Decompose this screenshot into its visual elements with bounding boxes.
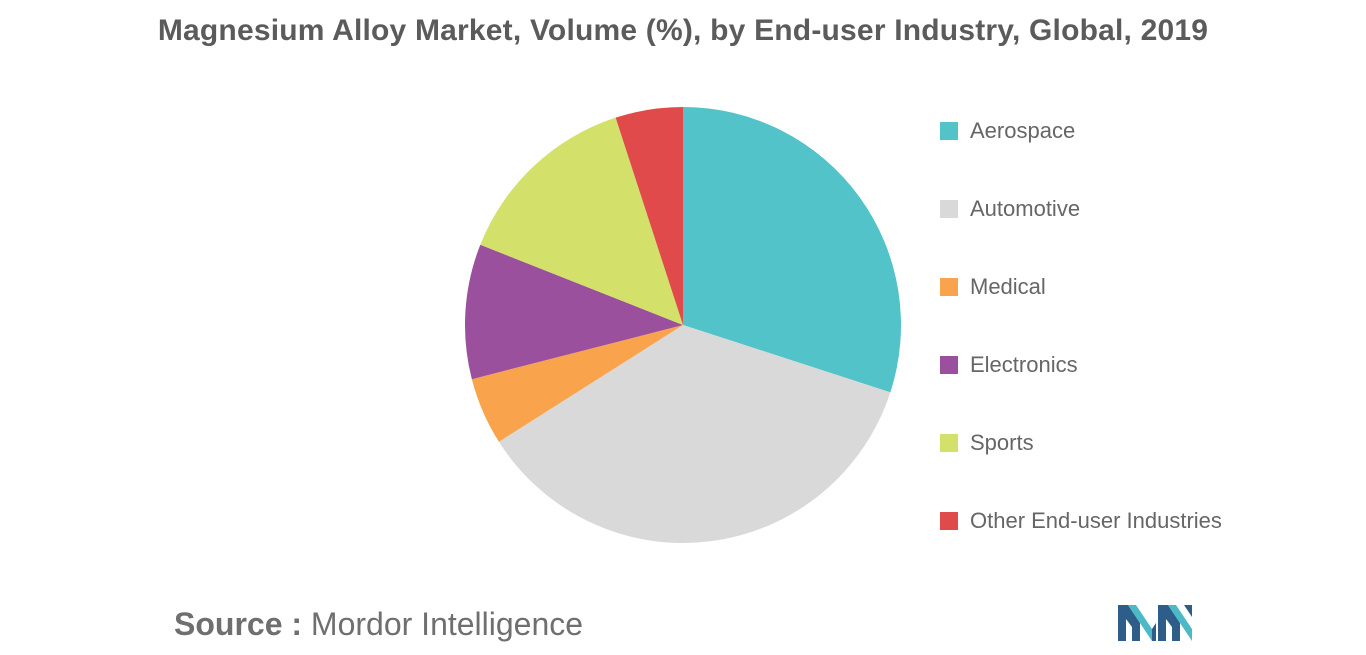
- legend-item-aerospace: Aerospace: [940, 118, 1222, 196]
- legend-item-automotive: Automotive: [940, 196, 1222, 274]
- legend-swatch-medical: [940, 278, 958, 296]
- mordor-intelligence-logo: [1118, 605, 1192, 641]
- pie-slices: [464, 107, 902, 543]
- legend-label-medical: Medical: [970, 274, 1046, 299]
- pie-slice-medical: [471, 325, 683, 442]
- pie-slice-automotive: [498, 325, 891, 543]
- legend-item-electronics: Electronics: [940, 352, 1222, 430]
- pie-slice-other-end-user-industries: [615, 107, 683, 325]
- legend-item-sports: Sports: [940, 430, 1222, 508]
- legend-label-aerospace: Aerospace: [970, 118, 1076, 143]
- legend-item-other: Other End-user Industries: [940, 508, 1222, 586]
- source-line: Source : Mordor Intelligence: [174, 606, 583, 643]
- legend-label-sports: Sports: [970, 430, 1034, 455]
- chart-title: Magnesium Alloy Market, Volume (%), by E…: [157, 14, 1209, 47]
- source-label: Source :: [174, 606, 303, 642]
- pie-slice-electronics: [464, 244, 683, 380]
- legend-swatch-other: [940, 512, 958, 530]
- pie-slice-aerospace: [683, 107, 902, 393]
- pie-slice-sports: [480, 117, 683, 325]
- legend-label-other: Other End-user Industries: [970, 508, 1222, 533]
- legend-swatch-aerospace: [940, 122, 958, 140]
- legend-swatch-electronics: [940, 356, 958, 374]
- legend-swatch-automotive: [940, 200, 958, 218]
- legend-swatch-sports: [940, 434, 958, 452]
- legend: Aerospace Automotive Medical Electronics…: [940, 118, 1222, 586]
- legend-label-automotive: Automotive: [970, 196, 1081, 221]
- source-text: Mordor Intelligence: [310, 606, 584, 642]
- legend-label-electronics: Electronics: [970, 352, 1078, 377]
- legend-item-medical: Medical: [940, 274, 1222, 352]
